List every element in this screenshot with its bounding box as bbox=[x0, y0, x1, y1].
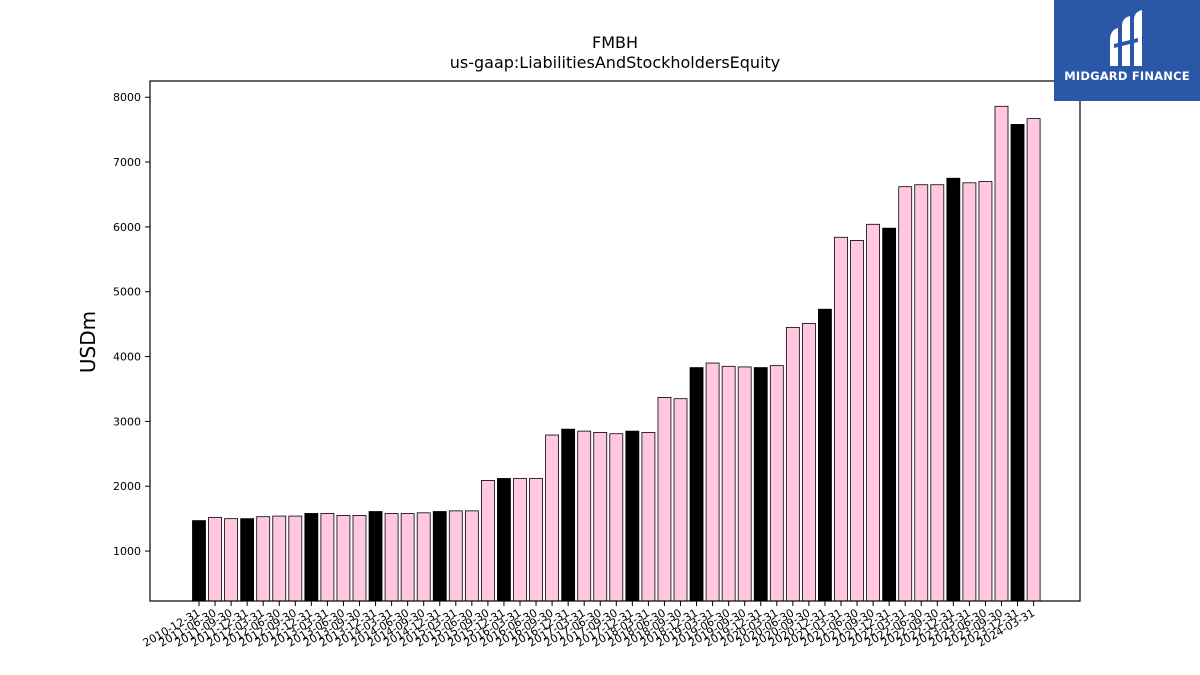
bar-2019-12-31 bbox=[769, 365, 784, 602]
bar-2023-06-30 bbox=[994, 105, 1009, 602]
bar-2020-12-31 bbox=[834, 236, 848, 602]
bar-2012-03-31 bbox=[272, 515, 287, 602]
bar-2021-03-31 bbox=[850, 240, 864, 602]
y-axis-label: USDm bbox=[76, 311, 100, 373]
y-tick-label: 3000 bbox=[113, 415, 141, 428]
bar-2023-03-31 bbox=[978, 181, 993, 602]
brand-logo: MIDGARD FINANCE bbox=[1054, 0, 1200, 101]
bar-2016-06-30 bbox=[545, 434, 559, 602]
bar-2020-03-31 bbox=[785, 326, 800, 602]
bar-2022-12-31 bbox=[962, 182, 977, 602]
bar-2015-12-31 bbox=[513, 478, 527, 602]
bar-2017-12-31 bbox=[641, 432, 656, 602]
bar-2018-09-30 bbox=[689, 367, 704, 602]
bar-2011-03-31 bbox=[208, 516, 222, 602]
bar-2017-06-30 bbox=[609, 433, 624, 602]
bar-2021-06-30 bbox=[866, 223, 880, 602]
y-tick-label: 5000 bbox=[113, 286, 141, 299]
bar-2020-09-30 bbox=[818, 308, 832, 602]
plot-frame bbox=[149, 80, 1081, 602]
bar-2013-06-30 bbox=[352, 515, 367, 602]
bar-2018-03-31 bbox=[657, 397, 672, 602]
chart-title: FMBH bbox=[592, 33, 638, 52]
y-tick-label: 4000 bbox=[113, 351, 141, 364]
midgard-logo-icon bbox=[1110, 10, 1142, 66]
bar-2011-09-30 bbox=[240, 518, 255, 602]
bar-2023-09-30 bbox=[1010, 124, 1025, 602]
y-tick-label: 1000 bbox=[113, 545, 141, 558]
bar-2013-09-30 bbox=[368, 511, 383, 602]
bar-2016-03-31 bbox=[529, 478, 543, 602]
bar-2011-06-30 bbox=[224, 518, 239, 602]
bar-2013-03-31 bbox=[336, 515, 351, 602]
bar-2017-09-30 bbox=[625, 430, 640, 602]
bar-2010-12-31 bbox=[192, 520, 206, 602]
bar-2020-06-30 bbox=[802, 323, 816, 602]
bar-2013-12-31 bbox=[384, 513, 399, 602]
brand-logo-text: MIDGARD FINANCE bbox=[1064, 69, 1190, 83]
bar-2014-09-30 bbox=[432, 511, 447, 602]
bar-2018-06-30 bbox=[673, 398, 688, 602]
bar-2014-06-30 bbox=[416, 512, 431, 602]
bar-2014-03-31 bbox=[400, 513, 415, 602]
bar-2012-09-30 bbox=[304, 513, 319, 602]
bars-group bbox=[192, 105, 1041, 602]
y-axis: 1000 2000 3000 4000 5000 6000 7000 8000 bbox=[113, 91, 150, 558]
bar-2011-12-31 bbox=[256, 516, 271, 602]
y-tick-label: 2000 bbox=[113, 480, 141, 493]
y-tick-label: 7000 bbox=[113, 156, 141, 169]
bar-2012-06-30 bbox=[288, 515, 303, 602]
bar-2019-03-31 bbox=[721, 365, 736, 602]
bar-2015-03-31 bbox=[464, 510, 479, 602]
bar-2022-09-30 bbox=[946, 177, 961, 602]
x-axis: 2010-12-312011-06-302011-09-302011-12-31… bbox=[141, 601, 1037, 650]
bar-2023-12-31 bbox=[1026, 118, 1041, 602]
bar-2018-12-31 bbox=[705, 362, 720, 602]
bar-2014-12-31 bbox=[448, 510, 463, 602]
y-tick-label: 8000 bbox=[113, 91, 141, 104]
y-tick-label: 6000 bbox=[113, 221, 141, 234]
bar-2015-06-30 bbox=[480, 479, 495, 602]
bar-2016-09-30 bbox=[561, 428, 576, 602]
chart-subtitle: us-gaap:LiabilitiesAndStockholdersEquity bbox=[450, 53, 781, 72]
bar-2019-06-30 bbox=[737, 366, 752, 602]
bar-2017-03-31 bbox=[593, 432, 608, 602]
bar-2022-06-30 bbox=[930, 184, 945, 602]
bar-2016-12-31 bbox=[577, 430, 592, 602]
bar-2019-09-30 bbox=[753, 367, 768, 602]
bar-2021-09-30 bbox=[882, 227, 897, 602]
bar-2015-09-30 bbox=[497, 478, 511, 602]
bar-2012-12-31 bbox=[320, 513, 335, 602]
bar-2021-12-31 bbox=[898, 186, 913, 602]
bar-2022-03-31 bbox=[914, 184, 929, 602]
